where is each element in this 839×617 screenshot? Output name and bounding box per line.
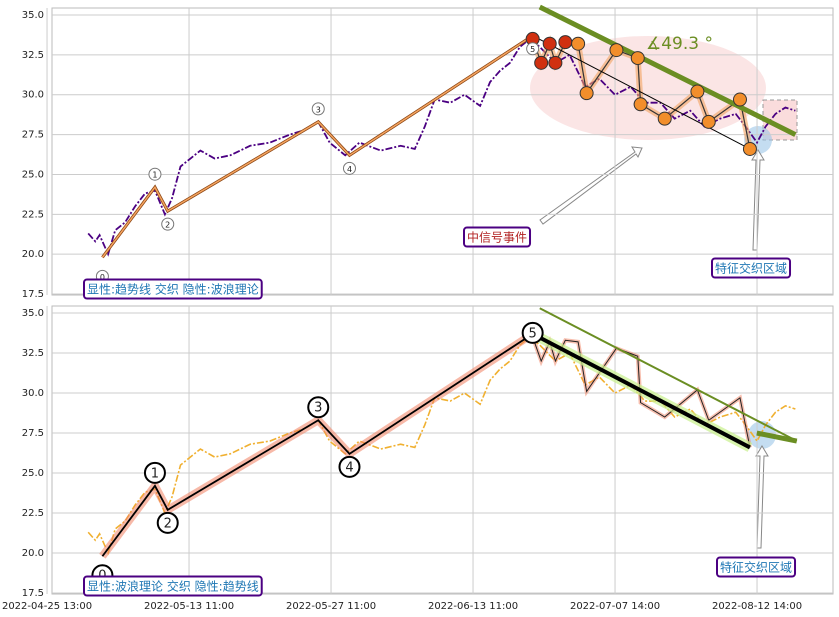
x-tick-label: 2022-06-13 11:00	[428, 601, 518, 612]
signal-marker	[732, 92, 747, 107]
y-tick-label: 35.0	[22, 10, 44, 21]
wave-label-circle	[148, 167, 162, 181]
wave-label: 4	[345, 460, 353, 475]
wave-label: 2	[165, 221, 170, 230]
y-tick-label: 32.5	[22, 348, 44, 359]
annotation: 显性:趋势线 交织 隐性:波浪理论	[87, 282, 259, 297]
region-label: 特征交织区域	[715, 261, 787, 276]
signal-marker	[609, 43, 624, 58]
wave-label-circle	[338, 455, 361, 478]
price-line	[87, 336, 796, 556]
y-tick-label: 20.0	[22, 548, 44, 559]
wave-label: 1	[152, 171, 157, 180]
signal-marker	[571, 36, 586, 51]
wave-label: 5	[529, 326, 537, 341]
y-tick-label: 22.5	[22, 209, 44, 220]
x-tick-label: 2022-05-13 11:00	[144, 601, 234, 612]
x-tick-label: 2022-04-25 13:00	[2, 601, 92, 612]
wave-label: 4	[347, 165, 352, 174]
wave-label-circle	[311, 102, 325, 116]
signal-marker	[558, 35, 573, 50]
signal-marker	[701, 114, 716, 129]
x-tick-label: 2022-07-07 14:00	[570, 601, 660, 612]
y-tick-label: 30.0	[22, 90, 44, 101]
wave-label-circle	[143, 461, 166, 484]
downtrend-line	[539, 307, 798, 442]
wave-label-circle	[161, 217, 175, 231]
y-tick-label: 32.5	[22, 50, 44, 61]
x-tick-label: 2022-05-27 11:00	[286, 601, 376, 612]
signal-marker	[548, 55, 563, 70]
arrow	[539, 146, 643, 225]
signal-marker	[542, 36, 557, 51]
wave-line	[101, 35, 534, 258]
wave-label: 0	[100, 273, 105, 282]
wave-label-circle	[521, 321, 544, 344]
y-tick-label: 20.0	[22, 249, 44, 260]
y-tick-label: 17.5	[22, 289, 44, 300]
annotation: 显性:波浪理论 交织 隐性:趋势线	[87, 579, 259, 594]
signal-marker	[630, 51, 645, 66]
region-label: 特征交织区域	[720, 560, 792, 575]
signal-marker	[690, 84, 705, 99]
signal-marker	[742, 141, 757, 156]
label-box	[463, 226, 532, 248]
wave-label-circle	[526, 42, 540, 56]
signal-marker	[579, 86, 594, 101]
label-box	[711, 257, 792, 279]
wave-label: 2	[164, 516, 172, 531]
x-tick-label: 2022-08-12 14:00	[712, 601, 802, 612]
y-tick-label: 27.5	[22, 428, 44, 439]
trend-segment	[531, 332, 751, 450]
label-box	[83, 278, 263, 300]
label-box	[716, 556, 797, 578]
wave-label-circle	[307, 396, 330, 419]
y-tick-label: 27.5	[22, 130, 44, 141]
wave-line	[101, 333, 534, 557]
top-frame	[51, 7, 834, 296]
y-tick-label: 22.5	[22, 508, 44, 519]
angle-label: ∡49.3 °	[646, 34, 713, 54]
y-tick-label: 25.0	[22, 169, 44, 180]
wave-label-circle	[156, 511, 179, 534]
wave-label-circle	[342, 161, 356, 175]
wave-label: 1	[151, 466, 159, 481]
downtrend-tail	[756, 430, 798, 444]
y-tick-label: 35.0	[22, 308, 44, 319]
y-tick-label: 30.0	[22, 388, 44, 399]
label-box	[83, 575, 263, 597]
trend-segment	[532, 35, 751, 150]
downtrend-line	[538, 4, 797, 137]
wave-label: 3	[316, 105, 321, 114]
arrow	[755, 445, 769, 549]
y-tick-label: 17.5	[22, 588, 44, 599]
signal-marker	[657, 111, 672, 126]
event-label: 中信号事件	[467, 230, 527, 245]
signal-marker	[633, 97, 648, 112]
wave-label: 3	[314, 401, 322, 416]
wave-label: 5	[530, 45, 535, 54]
y-tick-label: 25.0	[22, 468, 44, 479]
bottom-frame	[51, 305, 834, 595]
arrow	[751, 149, 765, 251]
signal-marker	[534, 55, 549, 70]
